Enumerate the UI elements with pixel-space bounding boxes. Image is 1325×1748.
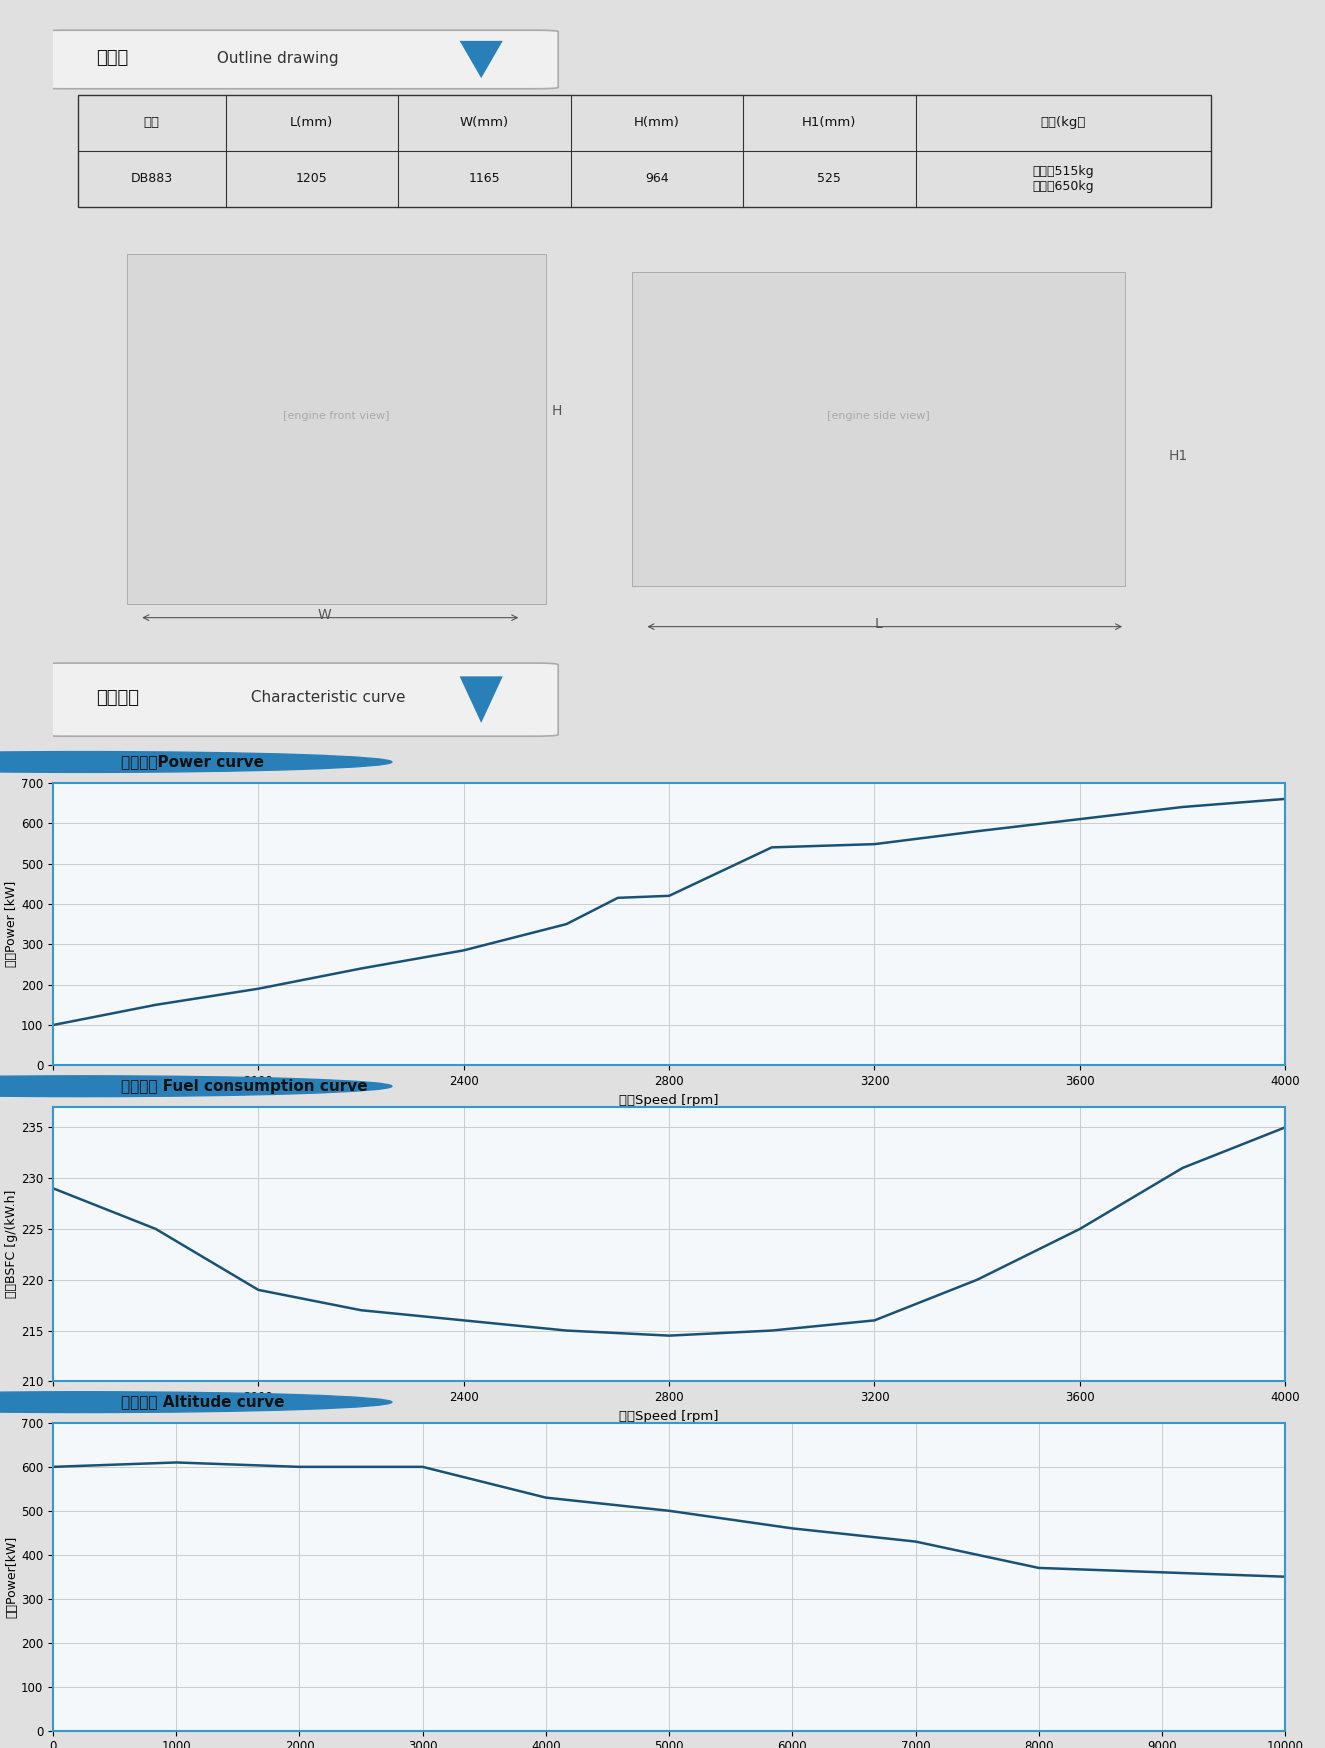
- Bar: [127, 253, 546, 605]
- Text: 干重(kg）: 干重(kg）: [1040, 117, 1086, 129]
- X-axis label: 转速Speed [rpm]: 转速Speed [rpm]: [619, 1409, 719, 1423]
- Text: 海拔曲线 Altitude curve: 海拔曲线 Altitude curve: [121, 1395, 285, 1409]
- Text: Characteristic curve: Characteristic curve: [246, 690, 405, 706]
- Text: 964: 964: [645, 173, 669, 185]
- Text: H1: H1: [1169, 449, 1187, 463]
- Polygon shape: [460, 676, 502, 724]
- Circle shape: [0, 1391, 392, 1412]
- Text: L: L: [874, 617, 882, 631]
- Text: H(mm): H(mm): [633, 117, 680, 129]
- Y-axis label: 功率Power [kW]: 功率Power [kW]: [5, 881, 19, 967]
- Y-axis label: 功率Power[kW]: 功率Power[kW]: [5, 1535, 19, 1619]
- Text: W(mm): W(mm): [460, 117, 509, 129]
- Text: DB883: DB883: [131, 173, 172, 185]
- Circle shape: [0, 1075, 392, 1096]
- Text: L(mm): L(mm): [290, 117, 334, 129]
- Text: W: W: [317, 608, 331, 622]
- Text: 外形图: 外形图: [97, 49, 129, 66]
- Text: 1165: 1165: [469, 173, 500, 185]
- Text: 油耗曲线 Fuel consumption curve: 油耗曲线 Fuel consumption curve: [121, 1079, 367, 1094]
- Text: H1(mm): H1(mm): [802, 117, 856, 129]
- Text: [engine side view]: [engine side view]: [827, 411, 930, 421]
- Text: 型号: 型号: [143, 117, 159, 129]
- Text: 功率曲线Power curve: 功率曲线Power curve: [121, 755, 264, 769]
- Polygon shape: [460, 40, 502, 79]
- Text: 525: 525: [818, 173, 841, 185]
- Bar: [632, 273, 1125, 586]
- Text: Outline drawing: Outline drawing: [212, 51, 339, 66]
- X-axis label: 转速Speed [rpm]: 转速Speed [rpm]: [619, 1094, 719, 1106]
- Text: H: H: [553, 404, 562, 418]
- Text: [engine front view]: [engine front view]: [284, 411, 390, 421]
- Text: 特性曲线: 特性曲线: [97, 689, 139, 706]
- Text: 航空版515kg
地面版650kg: 航空版515kg 地面版650kg: [1032, 164, 1094, 192]
- Circle shape: [0, 752, 392, 773]
- Y-axis label: 油耗BSFC [g/(kW.h]: 油耗BSFC [g/(kW.h]: [5, 1190, 19, 1299]
- Text: 1205: 1205: [295, 173, 327, 185]
- FancyBboxPatch shape: [41, 30, 558, 89]
- FancyBboxPatch shape: [41, 662, 558, 736]
